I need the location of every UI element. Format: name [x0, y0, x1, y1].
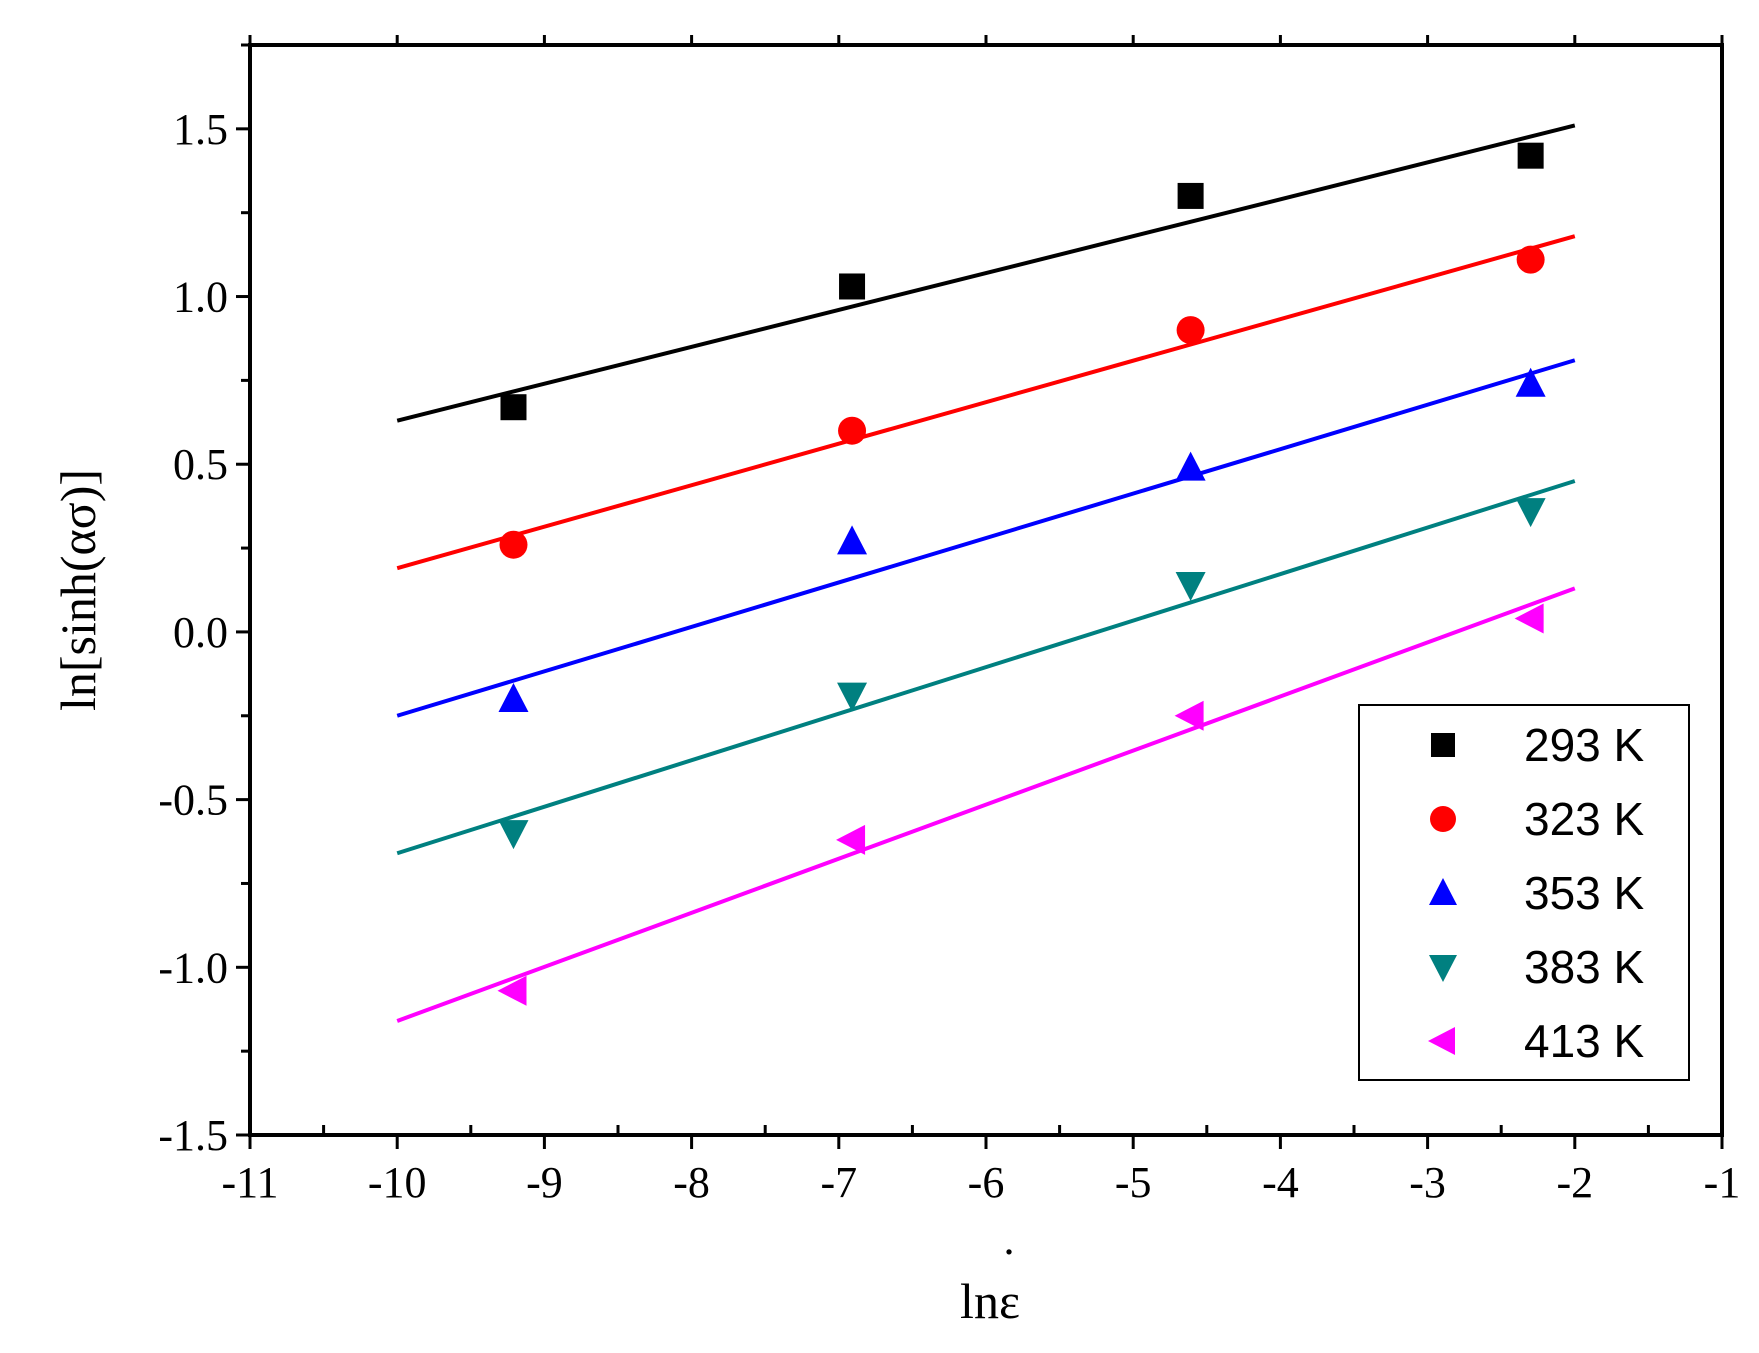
x-tick-label: -6 [968, 1158, 1005, 1207]
point-383k [837, 682, 868, 712]
legend-label-413k: 413 K [1524, 1015, 1645, 1067]
legend-label-383k: 383 K [1524, 941, 1645, 993]
point-293k [1517, 142, 1544, 169]
point-383k [1175, 571, 1206, 601]
legend-marker-323k [1430, 806, 1456, 832]
x-tick-label: -7 [820, 1158, 857, 1207]
point-353k [1175, 451, 1206, 481]
axis-tick-labels: -11 -10 -9 -8 -7 -6 -5 -4 -3 -2 -1 -1.5 -1.0 -0.5 0.0 0… [158, 105, 1740, 1207]
x-tick-label: -10 [368, 1158, 427, 1207]
x-tick-label: -2 [1556, 1158, 1593, 1207]
legend-marker-293k [1431, 733, 1455, 757]
point-413k [836, 824, 866, 855]
x-axis-title: lnε [960, 1273, 1020, 1329]
point-293k [1177, 182, 1204, 209]
point-293k [500, 394, 527, 421]
legend-marker-353k [1429, 878, 1457, 905]
x-tick-label: -3 [1409, 1158, 1446, 1207]
y-axis-title: ln[sinh(ασ)] [50, 469, 106, 711]
y-tick-label: -1.5 [158, 1111, 228, 1160]
point-353k [1515, 367, 1546, 397]
y-tick-label: 0.5 [173, 440, 228, 489]
x-tick-label: -8 [673, 1158, 710, 1207]
fit-line-383k [396, 479, 1576, 856]
x-tick-label: -5 [1115, 1158, 1152, 1207]
x-tick-label: -1 [1704, 1158, 1741, 1207]
legend-label-323k: 323 K [1524, 793, 1645, 845]
data-points [497, 142, 1546, 1006]
point-323k [1176, 316, 1205, 345]
x-axis-title-dot: ˙ [1001, 1237, 1018, 1293]
fit-lines [396, 123, 1576, 1023]
fit-line-353k [396, 358, 1576, 718]
legend: 293 K 323 K 353 K 383 K 413 K [1358, 704, 1690, 1081]
legend-label-293k: 293 K [1524, 719, 1645, 771]
point-353k [498, 683, 529, 712]
point-353k [837, 525, 868, 555]
legend-marker-413k [1428, 1027, 1455, 1055]
y-tick-label: 1.0 [173, 273, 228, 322]
fit-line-413k [396, 586, 1576, 1023]
point-323k [1516, 245, 1545, 274]
legend-label-353k: 353 K [1524, 867, 1645, 919]
x-tick-label: -4 [1262, 1158, 1299, 1207]
point-413k [497, 975, 527, 1006]
y-tick-label: 0.0 [173, 608, 228, 657]
point-383k [1515, 498, 1546, 528]
point-383k [498, 820, 529, 850]
y-tick-label: 1.5 [173, 105, 228, 154]
axis-ticks [236, 35, 1724, 1149]
y-tick-label: -1.0 [158, 943, 228, 992]
legend-box [1358, 704, 1690, 1081]
fit-line-323k [396, 234, 1576, 571]
y-tick-label: -0.5 [158, 776, 228, 825]
point-323k [499, 530, 528, 559]
x-tick-label: -9 [526, 1158, 563, 1207]
legend-marker-383k [1429, 955, 1457, 982]
point-413k [1174, 700, 1204, 731]
point-323k [838, 416, 867, 445]
point-293k [839, 273, 866, 300]
point-413k [1514, 603, 1544, 634]
fit-line-293k [396, 123, 1576, 423]
x-tick-label: -11 [221, 1158, 278, 1207]
